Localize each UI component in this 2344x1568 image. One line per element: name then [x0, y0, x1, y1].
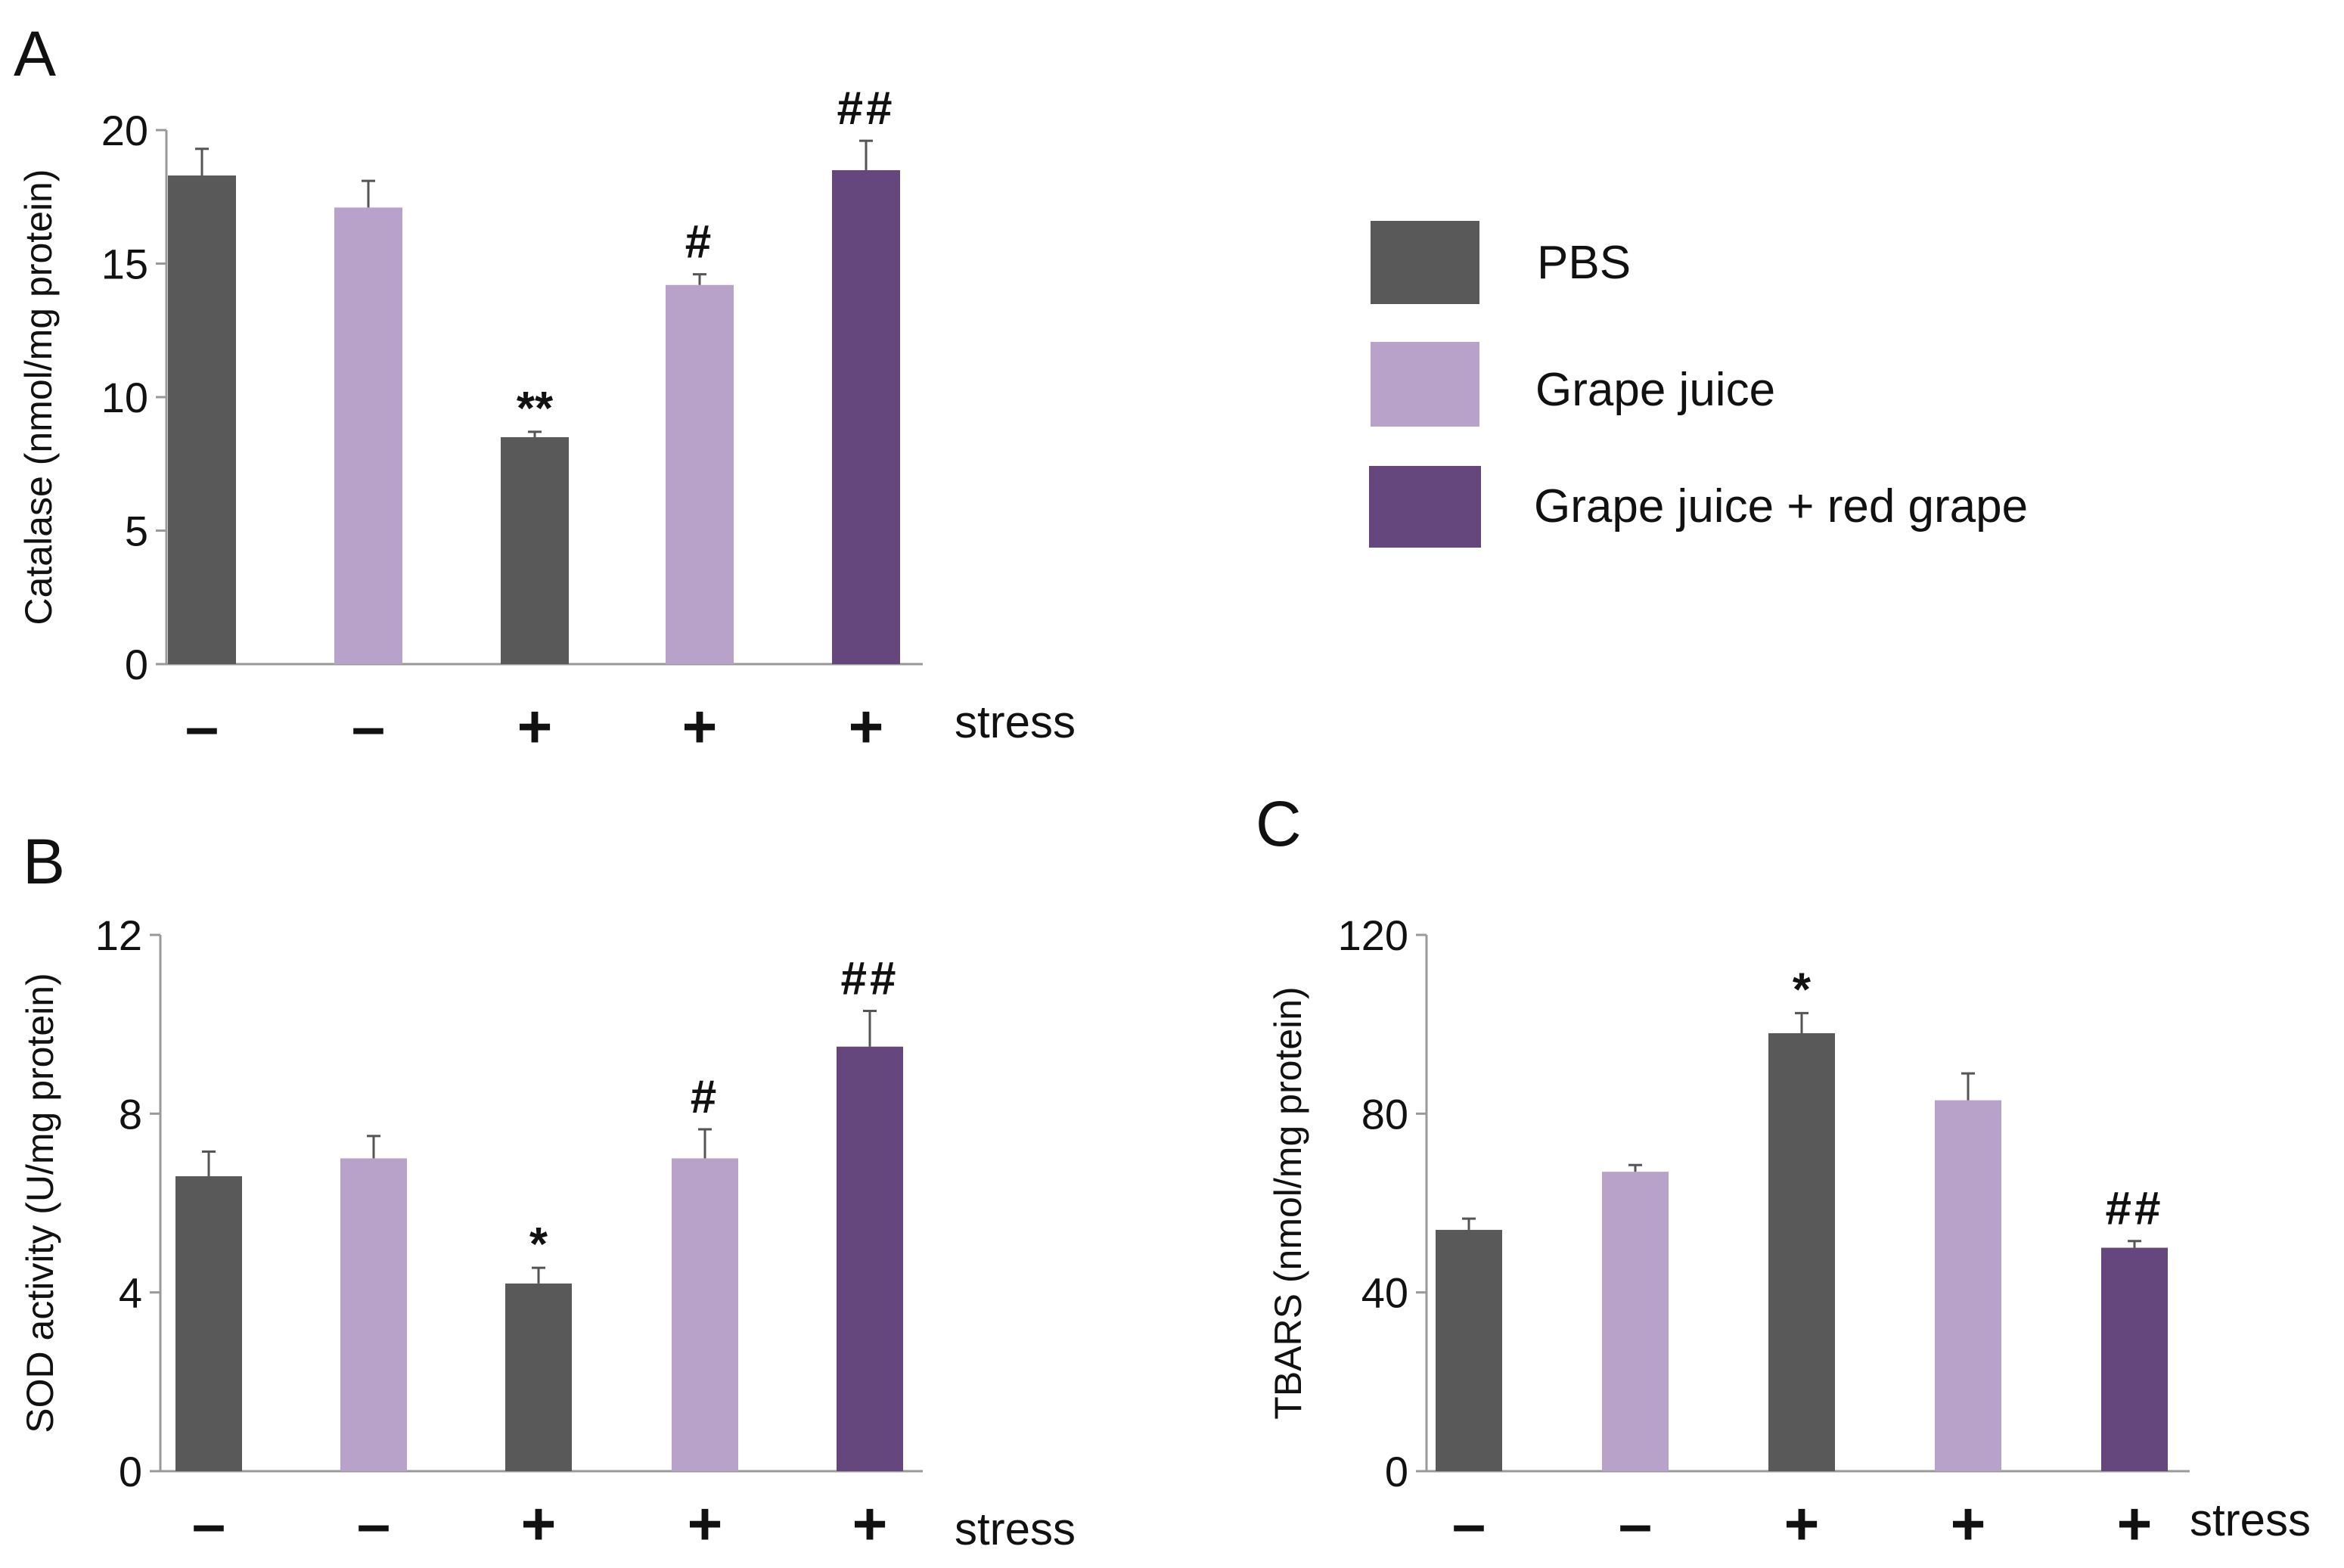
- y-tick-label: 80: [1361, 1090, 1408, 1138]
- y-tick-label: 5: [125, 508, 148, 555]
- y-tick-label: 8: [119, 1090, 142, 1138]
- significance-label: *: [1793, 964, 1812, 1016]
- y-tick-label: 15: [101, 241, 148, 288]
- panel-B: B 0 4 8 12 SOD activity (U/mg protein) – – * + # + #…: [19, 826, 1076, 1557]
- bar: [334, 207, 402, 664]
- bar: [340, 1158, 407, 1471]
- panel-A: A 0 5 10 15 20 Catalase (nmol/mg protein) – – ** +…: [14, 18, 1076, 760]
- bar: [837, 1046, 903, 1471]
- significance-label: ##: [841, 952, 899, 1004]
- y-tick-label: 120: [1338, 911, 1408, 959]
- stress-sign: –: [1452, 1490, 1486, 1557]
- bar: [505, 1283, 572, 1471]
- stress-sign: –: [357, 1490, 391, 1557]
- legend-label: PBS: [1537, 237, 1631, 289]
- y-axis-label: TBARS (nmol/mg protein): [1267, 986, 1309, 1419]
- significance-label: ##: [837, 82, 896, 135]
- bar: [168, 175, 236, 664]
- significance-label: #: [685, 216, 714, 269]
- legend-swatch: [1371, 221, 1479, 304]
- bar: [1436, 1229, 1502, 1471]
- legend-label: Grape juice + red grape: [1534, 480, 2028, 532]
- stress-sign: +: [1951, 1490, 1986, 1557]
- legend-label: Grape juice: [1535, 364, 1775, 416]
- y-tick-label: 12: [95, 911, 142, 959]
- significance-label: ##: [2106, 1183, 2164, 1235]
- y-tick-label: 10: [101, 374, 148, 421]
- stress-sign: +: [517, 693, 553, 760]
- significance-label: *: [529, 1219, 548, 1271]
- y-tick-label: 40: [1361, 1269, 1408, 1317]
- y-tick-label: 0: [119, 1448, 142, 1495]
- panel-letter: C: [1256, 788, 1302, 859]
- y-tick-label: 0: [125, 641, 148, 688]
- y-axis-label: Catalase (nmol/mg protein): [17, 169, 60, 625]
- y-axis-label: SOD activity (U/mg protein): [19, 973, 61, 1433]
- significance-label: **: [517, 383, 554, 435]
- stress-sign: +: [521, 1490, 557, 1557]
- stress-sign: +: [688, 1490, 723, 1557]
- bar: [832, 169, 900, 664]
- bar: [501, 436, 569, 664]
- stress-sign: –: [185, 693, 219, 760]
- y-tick-label: 20: [101, 107, 148, 154]
- y-tick-label: 0: [1385, 1448, 1408, 1495]
- y-tick-label: 4: [119, 1269, 142, 1317]
- stress-sign: +: [849, 693, 884, 760]
- panel-C: C 0 40 80 120 TBARS (nmol/mg protein) – – * + + ## +…: [1256, 788, 2311, 1557]
- stress-label: stress: [2190, 1495, 2311, 1545]
- stress-sign: +: [1784, 1490, 1820, 1557]
- stress-label: stress: [955, 1504, 1076, 1554]
- stress-label: stress: [955, 697, 1076, 747]
- legend-swatch: [1371, 342, 1479, 427]
- bar: [1602, 1172, 1669, 1471]
- significance-label: #: [691, 1071, 719, 1123]
- bar: [175, 1176, 242, 1471]
- bar: [672, 1158, 738, 1471]
- panel-letter: A: [14, 18, 56, 89]
- legend: PBS Grape juice Grape juice + red grape: [1369, 221, 2028, 548]
- stress-sign: –: [352, 693, 386, 760]
- bar: [1768, 1032, 1835, 1471]
- bar: [2101, 1247, 2168, 1471]
- legend-swatch: [1369, 466, 1481, 548]
- stress-sign: –: [192, 1490, 226, 1557]
- bar: [1935, 1100, 2001, 1471]
- stress-sign: +: [682, 693, 718, 760]
- stress-sign: +: [852, 1490, 888, 1557]
- panel-letter: B: [23, 826, 65, 897]
- stress-sign: –: [1619, 1490, 1653, 1557]
- stress-sign: +: [2117, 1490, 2153, 1557]
- bar: [666, 284, 734, 664]
